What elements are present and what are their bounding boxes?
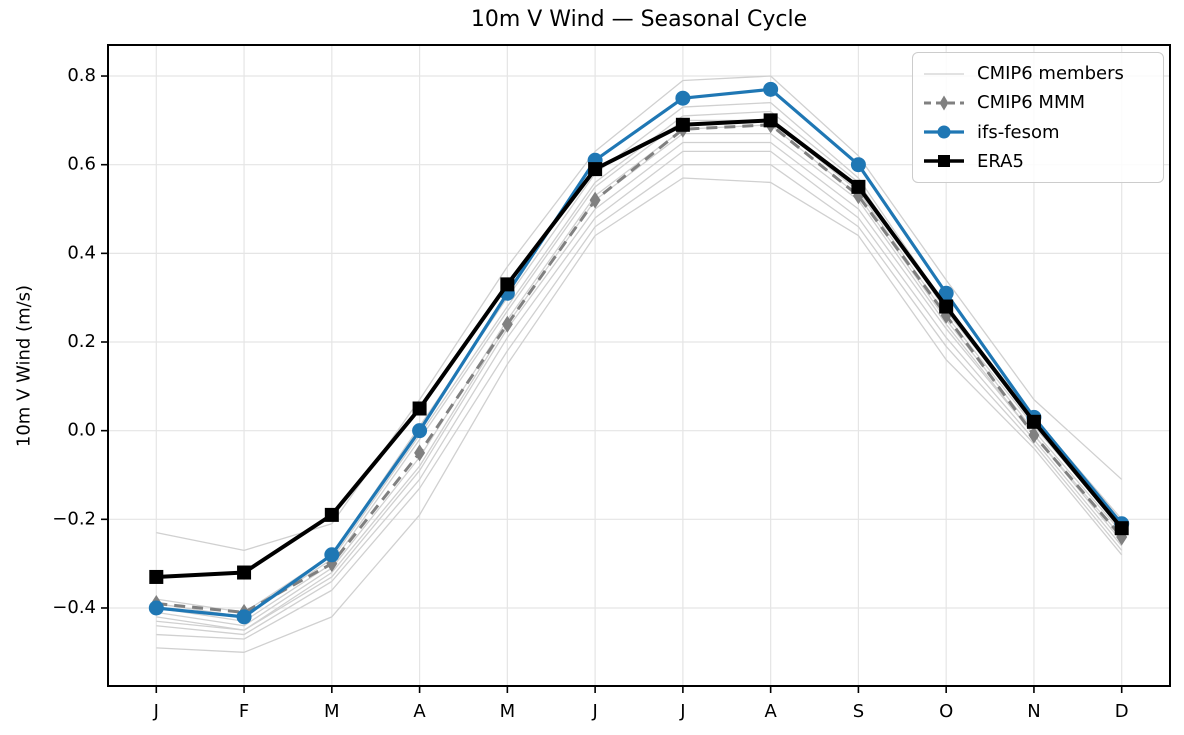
y-tick-label: 0.2: [67, 331, 96, 352]
legend-label-cmip6-mmm: CMIP6 MMM: [977, 92, 1086, 114]
series-era5-marker: [500, 277, 515, 292]
series-cmip6-members-line: [156, 150, 1123, 636]
series-era5-marker: [237, 565, 252, 580]
legend-ifs-fesom-line-icon: [924, 125, 964, 139]
series-ifs-fesom-marker: [324, 547, 340, 563]
series-era5-marker: [412, 401, 427, 416]
x-tick-label: D: [1115, 701, 1129, 722]
legend-item-ifs-fesom: ifs-fesom: [923, 121, 1153, 143]
legend-item-cmip6-members: CMIP6 members: [923, 63, 1153, 85]
series-cmip6-members-line: [156, 177, 1123, 653]
series-ifs-fesom-marker: [148, 600, 164, 616]
legend-era5-line-icon: [924, 155, 964, 168]
legend-cmip6-members-line-icon: [924, 72, 964, 75]
series-cmip6-mmm-marker: [1028, 426, 1040, 444]
series-era5-line: [156, 118, 1124, 579]
legend-label-ifs-fesom: ifs-fesom: [977, 121, 1060, 143]
series-era5-marker: [324, 507, 339, 522]
series-cmip6-mmm-line: [156, 123, 1123, 614]
x-tick-label: M: [500, 701, 516, 722]
x-tick-label: M: [324, 701, 340, 722]
series-ifs-fesom-marker: [236, 609, 252, 625]
x-tick-label: J: [591, 701, 597, 722]
series-ifs-fesom-marker: [850, 157, 866, 173]
x-tick-label: F: [239, 701, 249, 722]
series-cmip6-mmm-marker: [589, 191, 601, 209]
legend-label-era5: ERA5: [977, 150, 1024, 172]
y-tick-label: 0.0: [67, 420, 96, 441]
series-era5-marker: [1114, 521, 1129, 536]
x-tick-label: S: [853, 701, 864, 722]
x-tick-label: A: [413, 701, 426, 722]
legend-label-cmip6-members: CMIP6 members: [977, 63, 1124, 85]
series-cmip6-members-line: [156, 124, 1123, 627]
legend: CMIP6 members CMIP6 MMM ifs-fesom ERA5: [912, 52, 1164, 183]
series-ifs-fesom-line: [156, 87, 1123, 619]
legend-item-cmip6-mmm: CMIP6 MMM: [923, 92, 1153, 114]
series-era5-marker: [1026, 414, 1041, 429]
series-ifs-fesom-marker: [675, 90, 691, 106]
x-tick-label: J: [153, 701, 159, 722]
y-tick-label: 0.4: [67, 242, 96, 263]
legend-item-era5: ERA5: [923, 150, 1153, 172]
x-tick-label: O: [939, 701, 953, 722]
legend-cmip6-mmm-line-icon: [924, 95, 964, 111]
series-cmip6-members-line: [156, 110, 1123, 618]
series-cmip6-mmm-marker: [501, 315, 513, 333]
series-cmip6-mmm-marker: [414, 444, 426, 462]
series-era5-marker: [588, 162, 603, 177]
series-ifs-fesom-marker: [763, 81, 779, 97]
y-tick-label: −0.4: [52, 597, 96, 618]
x-tick-label: A: [764, 701, 777, 722]
series-era5-marker: [939, 299, 954, 314]
series-ifs-fesom-marker: [412, 423, 428, 439]
series-era5-marker: [149, 569, 164, 584]
chart-title: 10m V Wind — Seasonal Cycle: [470, 7, 808, 32]
series-cmip6-members-line: [156, 133, 1123, 631]
series-cmip6-members-line: [156, 164, 1123, 640]
axes-spine: [107, 44, 1171, 687]
series-era5-marker: [763, 113, 778, 128]
y-tick-label: 0.8: [67, 65, 96, 86]
y-tick-label: −0.2: [52, 508, 96, 529]
series-cmip6-members-line: [156, 141, 1123, 631]
series-era5-marker: [675, 117, 690, 132]
y-tick-label: 0.6: [67, 154, 96, 175]
series-cmip6-members-line: [156, 75, 1123, 552]
x-tick-label: J: [679, 701, 685, 722]
series-ifs-fesom-marker: [938, 285, 954, 301]
x-tick-label: N: [1027, 701, 1040, 722]
series-era5-marker: [851, 179, 866, 194]
